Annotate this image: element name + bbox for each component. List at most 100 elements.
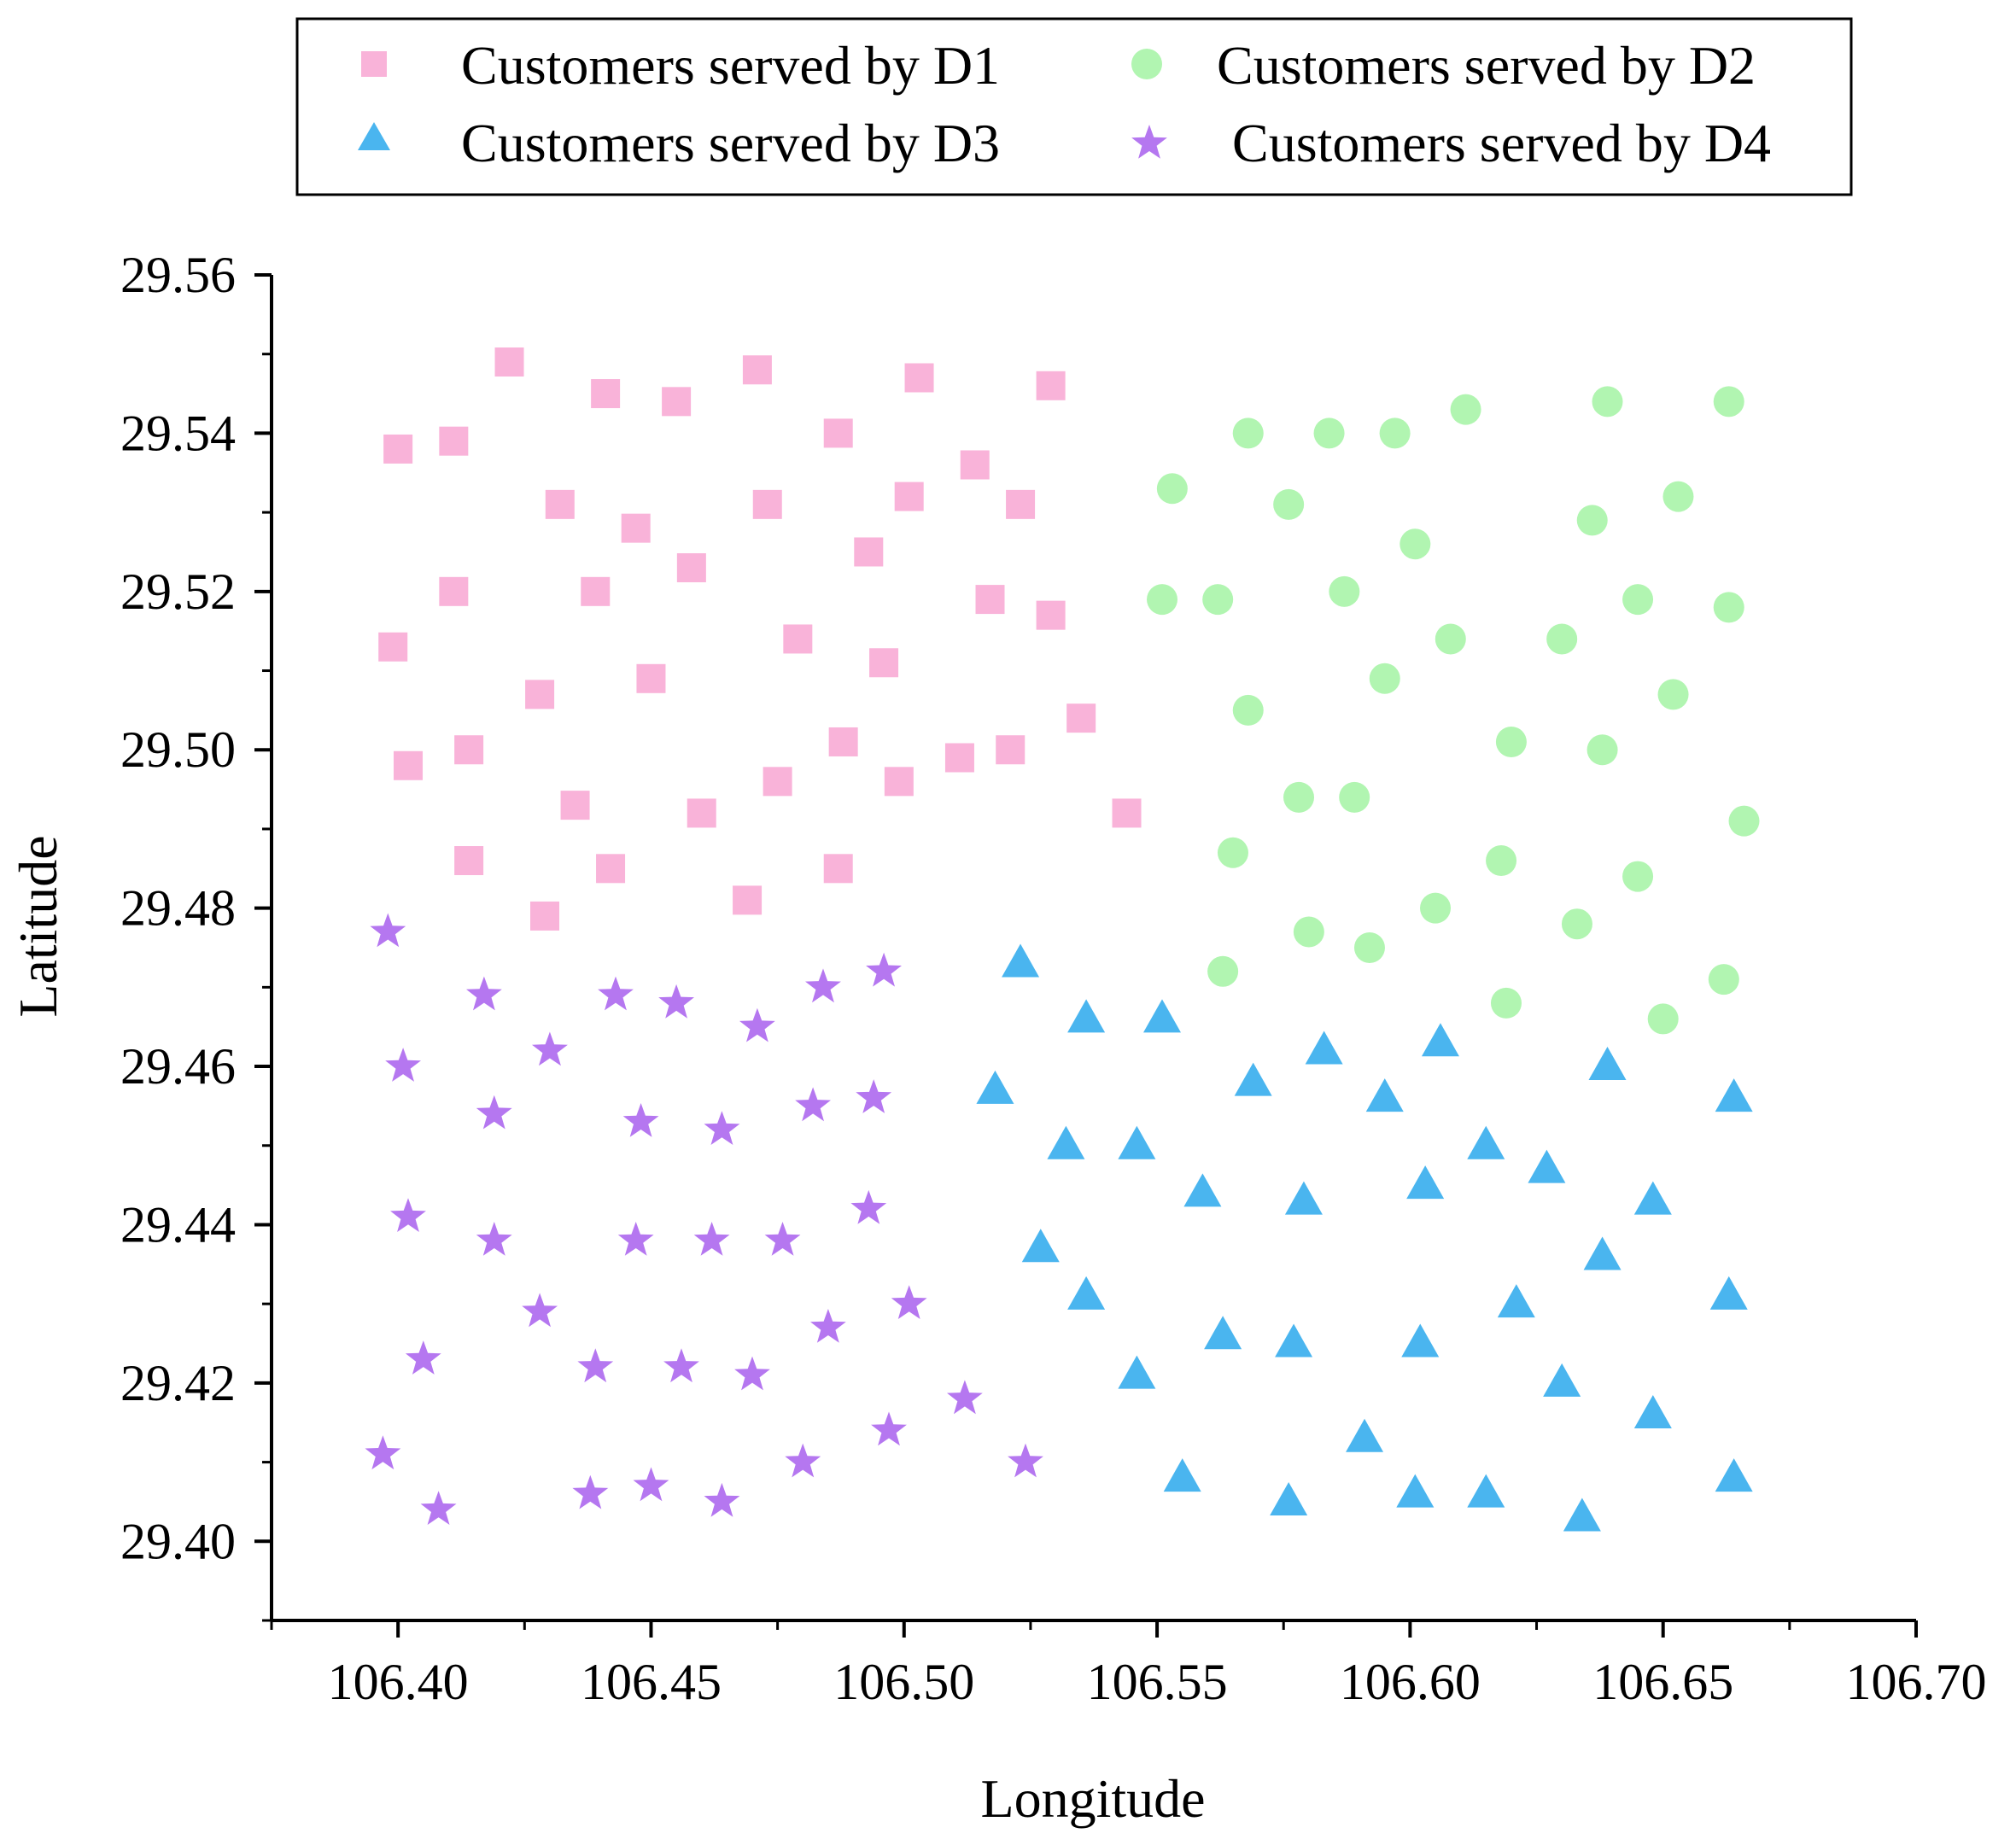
- x-tick-label: 106.65: [1592, 1654, 1733, 1710]
- data-point-d1: [854, 537, 884, 567]
- data-point-d1: [733, 885, 763, 915]
- data-point-d2: [1490, 987, 1522, 1019]
- legend-entry-d1: Customers served by D1: [361, 35, 1000, 96]
- data-point-d3: [1284, 1181, 1323, 1215]
- data-point-d3: [1021, 1229, 1060, 1263]
- data-point-d1: [560, 791, 590, 820]
- data-point-d4: [663, 1348, 699, 1383]
- data-point-d2: [1156, 473, 1188, 505]
- y-tick-label: 29.40: [120, 1513, 236, 1569]
- y-tick-label: 29.48: [120, 880, 236, 937]
- data-point-d2: [1339, 781, 1370, 813]
- data-point-d3: [1163, 1458, 1201, 1492]
- data-point-d2: [1202, 584, 1234, 616]
- data-point-d4: [370, 913, 406, 948]
- data-point-d3: [1401, 1323, 1440, 1357]
- data-point-d3: [1067, 999, 1106, 1033]
- data-point-d2: [1622, 584, 1654, 616]
- x-tick-label: 106.55: [1087, 1654, 1228, 1710]
- data-point-d4: [891, 1285, 927, 1319]
- y-tick-label: 29.50: [120, 721, 236, 778]
- data-point-d2: [1283, 781, 1315, 813]
- data-point-d3: [1047, 1125, 1085, 1159]
- data-point-d3: [1204, 1316, 1242, 1350]
- data-point-d3: [1396, 1474, 1435, 1508]
- data-point-d4: [810, 1309, 846, 1343]
- legend-entry-d3: Customers served by D3: [358, 113, 1000, 173]
- y-tick-label: 29.54: [120, 405, 236, 461]
- data-point-d1: [525, 680, 555, 709]
- data-point-d1: [439, 576, 469, 606]
- data-point-d3: [1118, 1125, 1156, 1159]
- data-point-d4: [704, 1482, 740, 1517]
- data-point-d1: [823, 854, 853, 884]
- series-d1: [378, 347, 1142, 931]
- data-point-d2: [1420, 892, 1452, 924]
- data-point-d1: [904, 363, 934, 393]
- data-point-d2: [1329, 575, 1360, 607]
- data-point-d3: [1365, 1078, 1404, 1112]
- data-point-d4: [785, 1443, 821, 1478]
- data-point-d4: [617, 1222, 654, 1256]
- plot-area: [365, 347, 1760, 1532]
- data-point-d1: [1112, 798, 1142, 828]
- x-tick-label: 106.70: [1846, 1654, 1987, 1710]
- data-point-d3: [976, 1070, 1014, 1104]
- data-point-d1: [894, 482, 924, 511]
- data-point-d4: [805, 968, 841, 1003]
- data-point-d4: [947, 1380, 983, 1415]
- data-point-d1: [960, 450, 990, 480]
- legend-entry-d4: Customers served by D4: [1131, 113, 1771, 173]
- data-point-d4: [1008, 1443, 1043, 1478]
- data-point-d1: [823, 418, 853, 448]
- data-point-d2: [1217, 837, 1248, 868]
- data-point-d2: [1450, 394, 1481, 425]
- data-point-d1: [591, 379, 621, 409]
- data-point-d2: [1728, 805, 1760, 837]
- data-point-d1: [530, 901, 560, 931]
- data-point-d2: [1273, 488, 1305, 520]
- data-point-d4: [405, 1340, 441, 1375]
- data-point-d3: [1588, 1047, 1627, 1081]
- data-point-d4: [532, 1031, 568, 1066]
- y-tick-label: 29.44: [120, 1196, 236, 1252]
- legend-label-d2: Customers served by D2: [1217, 35, 1756, 96]
- data-point-d4: [739, 1007, 775, 1042]
- data-point-d3: [1467, 1125, 1505, 1159]
- data-point-d1: [662, 387, 692, 417]
- data-point-d2: [1486, 845, 1517, 877]
- data-point-d1: [378, 632, 408, 662]
- data-point-d2: [1232, 417, 1264, 449]
- data-point-d3: [1406, 1165, 1445, 1200]
- data-point-d2: [1662, 481, 1694, 512]
- data-point-d1: [687, 798, 716, 828]
- data-point-d4: [850, 1189, 887, 1224]
- data-point-d4: [420, 1491, 457, 1525]
- data-point-d2: [1546, 623, 1578, 655]
- legend-marker-d2: [1131, 49, 1162, 79]
- data-point-d2: [1647, 1003, 1679, 1035]
- data-point-d3: [1143, 999, 1182, 1033]
- data-point-d3: [1234, 1062, 1272, 1096]
- data-point-d3: [1067, 1276, 1106, 1310]
- data-point-d2: [1232, 694, 1264, 726]
- data-point-d3: [1275, 1323, 1313, 1357]
- data-point-d4: [390, 1198, 426, 1232]
- series-d4: [365, 913, 1043, 1525]
- data-point-d3: [1305, 1031, 1343, 1065]
- data-point-d1: [884, 767, 914, 797]
- data-point-d1: [1066, 704, 1096, 733]
- data-point-d2: [1622, 861, 1654, 892]
- data-point-d2: [1369, 663, 1400, 694]
- x-tick-label: 106.40: [328, 1654, 469, 1710]
- data-point-d4: [476, 1222, 512, 1256]
- data-point-d1: [545, 489, 575, 519]
- data-point-d3: [1583, 1236, 1622, 1270]
- data-point-d2: [1592, 386, 1623, 417]
- data-point-d1: [783, 624, 813, 654]
- data-point-d4: [658, 984, 694, 1019]
- data-point-d4: [633, 1467, 669, 1502]
- data-point-d1: [944, 743, 974, 773]
- data-point-d4: [385, 1048, 421, 1082]
